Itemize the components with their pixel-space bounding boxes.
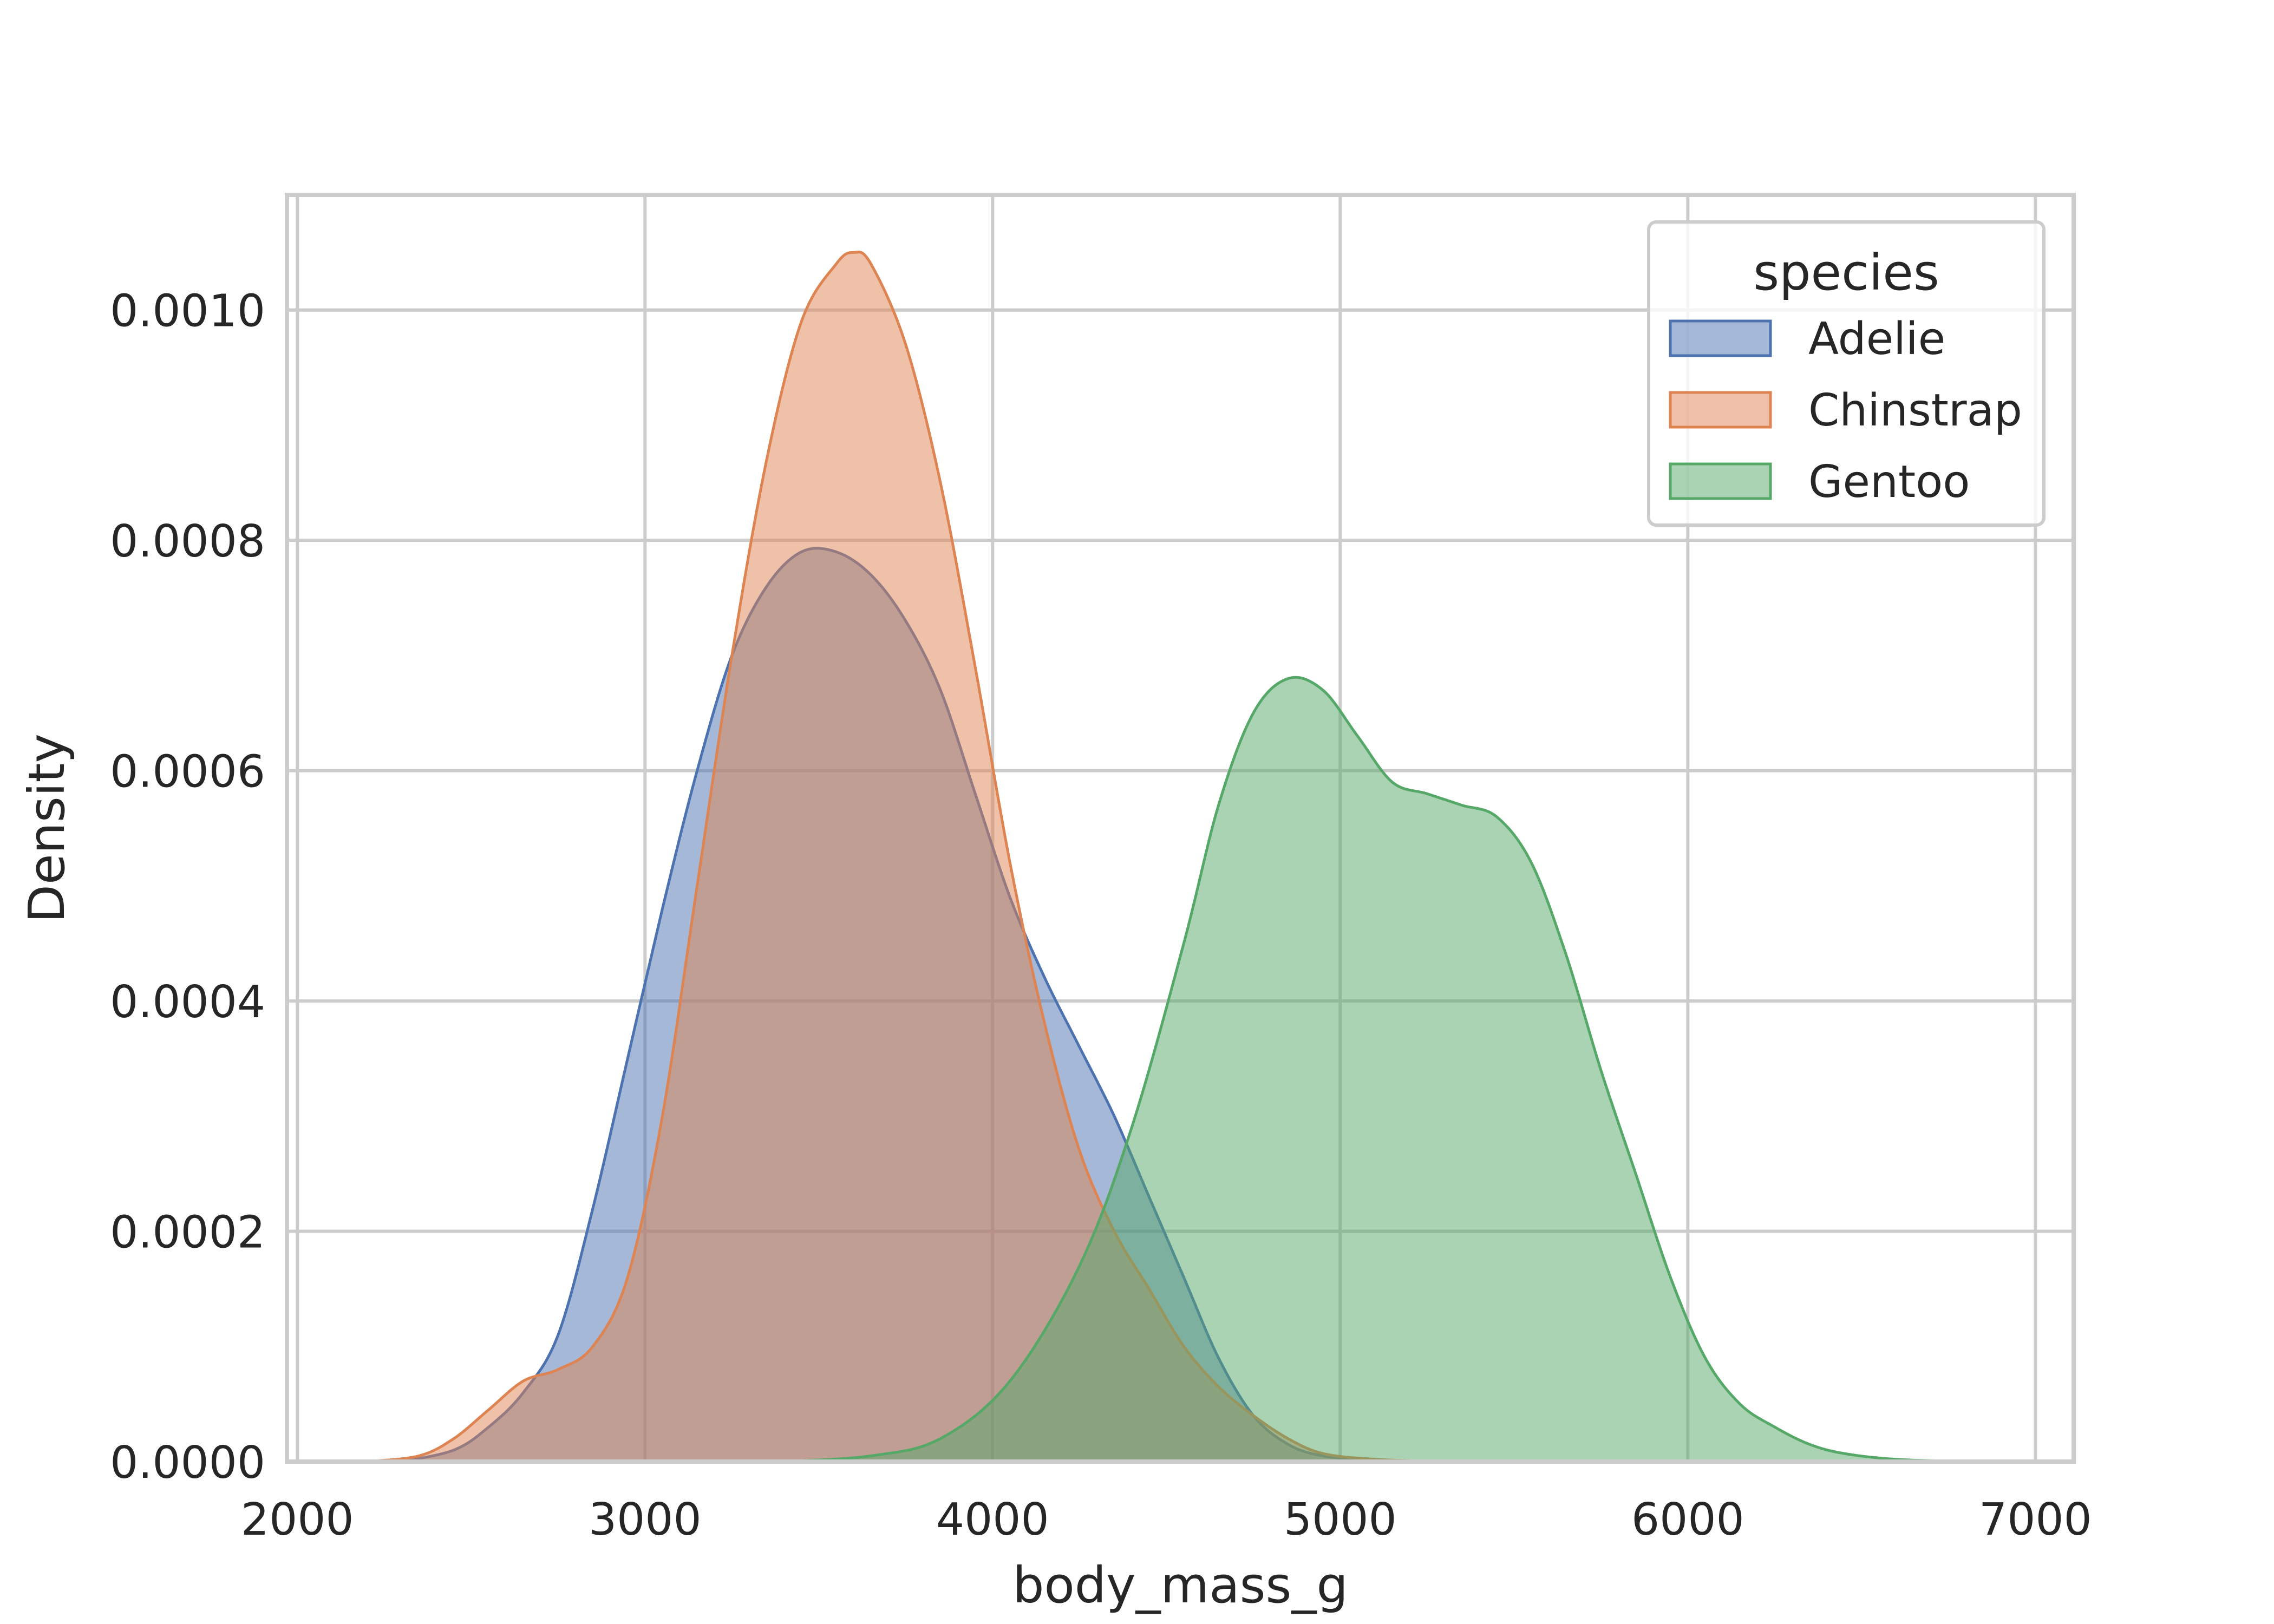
x-tick-label: 7000 [1979,1494,2092,1546]
series-layer [367,251,1966,1463]
legend-items: Adelie Chinstrap Gentoo [1669,313,2022,508]
x-tick-label: 5000 [1284,1494,1397,1546]
x-tick-label: 2000 [241,1494,354,1546]
x-axis-label: body_mass_g [1012,1556,1348,1614]
legend-title: species [1753,244,1939,302]
y-tick-label: 0.0008 [110,516,265,567]
density-line-gentoo [783,676,1966,1463]
density-area-gentoo [784,677,1966,1462]
y-tick-label: 0.0004 [110,977,265,1028]
x-tick-label: 4000 [936,1494,1049,1546]
y-tick-label: 0.0006 [110,746,265,798]
y-tick-label: 0.0010 [110,286,265,337]
y-tick-label: 0.0002 [110,1207,265,1259]
density-area-chinstrap [367,252,1445,1462]
tick-layer: 2000 3000 4000 5000 6000 7000 0.0000 0.0002 0.00… [110,286,2092,1546]
legend-swatch-chinstrap [1669,391,1772,429]
y-axis-label: Density [18,734,76,923]
plot-frame [285,193,2076,1464]
y-tick-label: 0.0000 [110,1437,265,1489]
x-tick-label: 3000 [589,1494,702,1546]
x-tick-label: 6000 [1631,1494,1744,1546]
legend-label-gentoo: Gentoo [1808,456,1970,508]
legend-swatch-adelie [1669,319,1772,357]
legend-box [1647,220,2046,527]
legend-label-chinstrap: Chinstrap [1808,385,2022,436]
legend-swatch-gentoo [1669,462,1772,500]
legend-label-adelie: Adelie [1808,313,1945,365]
legend: species Adelie Chinstrap Gentoo [1647,220,2046,527]
